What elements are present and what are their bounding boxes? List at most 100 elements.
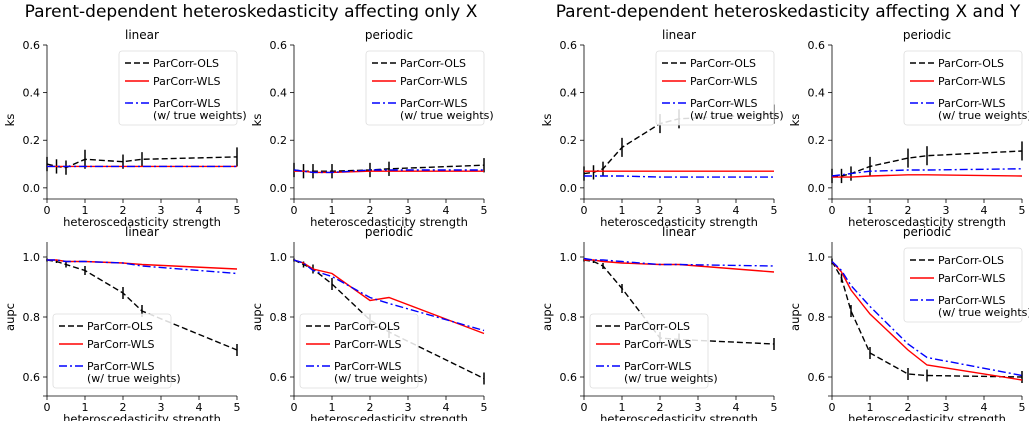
series-line [47, 259, 238, 275]
legend: ParCorr-OLS ParCorr-WLS ParCorr-WLS (w/ tru… [903, 247, 1029, 323]
legend-label: ParCorr-WLS (w/ true weights) [938, 97, 1029, 122]
x-tick-label: 4 [443, 204, 450, 217]
legend-box [118, 50, 238, 126]
x-tick-label: 0 [581, 401, 588, 414]
chart-panel-3: linear 0 1 2 3 4 5 0.0 0.2 0.4 0.6 heteroscedastici… [540, 28, 784, 229]
y-tick-label: 0.4 [270, 87, 288, 100]
group-title-left: Parent-dependent heteroskedasticity affe… [25, 2, 478, 22]
x-tick-label: 1 [82, 401, 89, 414]
subplot-title: linear [125, 28, 159, 42]
legend-label: ParCorr-WLS [153, 75, 220, 88]
subplot-title: periodic [903, 225, 951, 239]
legend-label: ParCorr-OLS [334, 320, 400, 333]
series-line [293, 169, 484, 174]
y-axis-label: ks [3, 114, 17, 127]
y-axis-label: aupc [250, 303, 264, 331]
y-axis-label: aupc [3, 303, 17, 331]
x-tick-label: 1 [329, 401, 336, 414]
series-line [831, 261, 1023, 381]
y-tick-label: 1.0 [560, 251, 578, 264]
legend-label: ParCorr-WLS [334, 338, 401, 351]
x-tick-label: 5 [771, 401, 778, 414]
y-axis-label: aupc [540, 303, 554, 331]
x-tick-label: 2 [905, 401, 912, 414]
chart-panel-7: linear 0 1 2 3 4 5 0.6 0.8 1.0 heteroscedasticity … [540, 225, 778, 421]
subplot-title: linear [662, 28, 696, 42]
x-tick-label: 4 [196, 204, 203, 217]
legend-label: ParCorr-WLS (w/ true weights) [153, 97, 247, 122]
legend-box [903, 50, 1023, 126]
series-line [293, 259, 485, 335]
legend: ParCorr-OLS ParCorr-WLS ParCorr-WLS (w/ tru… [299, 313, 428, 389]
y-tick-label: 0.6 [808, 39, 826, 52]
x-tick-label: 2 [120, 401, 127, 414]
y-tick-label: 0.4 [560, 87, 578, 100]
legend: ParCorr-OLS ParCorr-WLS ParCorr-WLS (w/ tru… [365, 50, 494, 126]
y-tick-label: 1.0 [270, 251, 288, 264]
x-tick-label: 1 [619, 204, 626, 217]
x-tick-label: 3 [695, 401, 702, 414]
y-tick-label: 0.2 [23, 134, 41, 147]
legend: ParCorr-OLS ParCorr-WLS ParCorr-WLS (w/ tru… [118, 50, 247, 126]
x-tick-label: 2 [367, 401, 374, 414]
chart-panel-2: periodic 0 1 2 3 4 5 0.0 0.2 0.4 0.6 heteroscedasti… [250, 28, 494, 229]
x-tick-label: 5 [1019, 401, 1026, 414]
legend-label: ParCorr-OLS [690, 57, 756, 70]
y-tick-label: 0.6 [23, 371, 41, 384]
x-tick-label: 4 [981, 204, 988, 217]
x-tick-label: 5 [1019, 204, 1026, 217]
legend-label: ParCorr-WLS (w/ true weights) [400, 97, 494, 122]
legend-box [52, 313, 172, 389]
y-tick-label: 0.2 [560, 134, 578, 147]
legend-box [365, 50, 485, 126]
chart-panel-6: periodic 0 1 2 3 4 5 0.6 0.8 1.0 heteroscedasticit… [250, 225, 488, 421]
legend-label: ParCorr-OLS [153, 57, 219, 70]
legend-label: ParCorr-WLS (w/ true weights) [624, 360, 718, 385]
x-tick-label: 3 [405, 401, 412, 414]
y-axis-label: ks [250, 114, 264, 127]
x-axis-label: heteroscedasticity strength [310, 215, 468, 229]
legend-label: ParCorr-OLS [624, 320, 690, 333]
x-tick-label: 4 [733, 401, 740, 414]
x-tick-label: 2 [120, 204, 127, 217]
legend-label: ParCorr-WLS (w/ true weights) [334, 360, 428, 385]
series-line [584, 259, 775, 273]
legend-label: ParCorr-WLS [690, 75, 757, 88]
legend: ParCorr-OLS ParCorr-WLS ParCorr-WLS (w/ tru… [903, 50, 1029, 126]
x-tick-label: 0 [44, 204, 51, 217]
x-axis-label: heteroscedasticity strength [848, 215, 1006, 229]
y-axis-label: aupc [788, 303, 802, 331]
x-tick-label: 4 [196, 401, 203, 414]
legend-label: ParCorr-WLS (w/ true weights) [690, 97, 784, 122]
x-tick-label: 0 [291, 204, 298, 217]
y-tick-label: 0.2 [270, 134, 288, 147]
subplot-title: periodic [365, 28, 413, 42]
y-axis-label: ks [788, 114, 802, 127]
x-tick-label: 5 [234, 204, 241, 217]
chart-panel-8: periodic 0 1 2 3 4 5 0.6 0.8 1.0 heteroscedasticit… [788, 225, 1029, 421]
y-tick-label: 0.0 [808, 182, 826, 195]
legend-box [299, 313, 419, 389]
x-tick-label: 2 [657, 401, 664, 414]
chart-panel-5: linear 0 1 2 3 4 5 0.6 0.8 1.0 heteroscedasticity … [3, 225, 241, 421]
y-tick-label: 1.0 [808, 251, 826, 264]
x-tick-label: 2 [905, 204, 912, 217]
x-tick-label: 0 [829, 204, 836, 217]
y-tick-label: 0.0 [23, 182, 41, 195]
subplot-title: periodic [903, 28, 951, 42]
x-tick-label: 3 [943, 401, 950, 414]
x-axis-label: heteroscedasticity strength [848, 412, 1006, 421]
legend-label: ParCorr-OLS [938, 254, 1004, 267]
x-tick-label: 0 [581, 204, 588, 217]
legend-label: ParCorr-OLS [87, 320, 153, 333]
x-tick-label: 3 [158, 204, 165, 217]
x-tick-label: 1 [82, 204, 89, 217]
series-line [584, 175, 774, 178]
legend-box [903, 247, 1023, 323]
y-tick-label: 0.4 [23, 87, 41, 100]
x-tick-label: 1 [867, 401, 874, 414]
y-tick-label: 0.8 [560, 311, 578, 324]
y-tick-label: 0.6 [270, 371, 288, 384]
legend-label: ParCorr-WLS [938, 75, 1005, 88]
